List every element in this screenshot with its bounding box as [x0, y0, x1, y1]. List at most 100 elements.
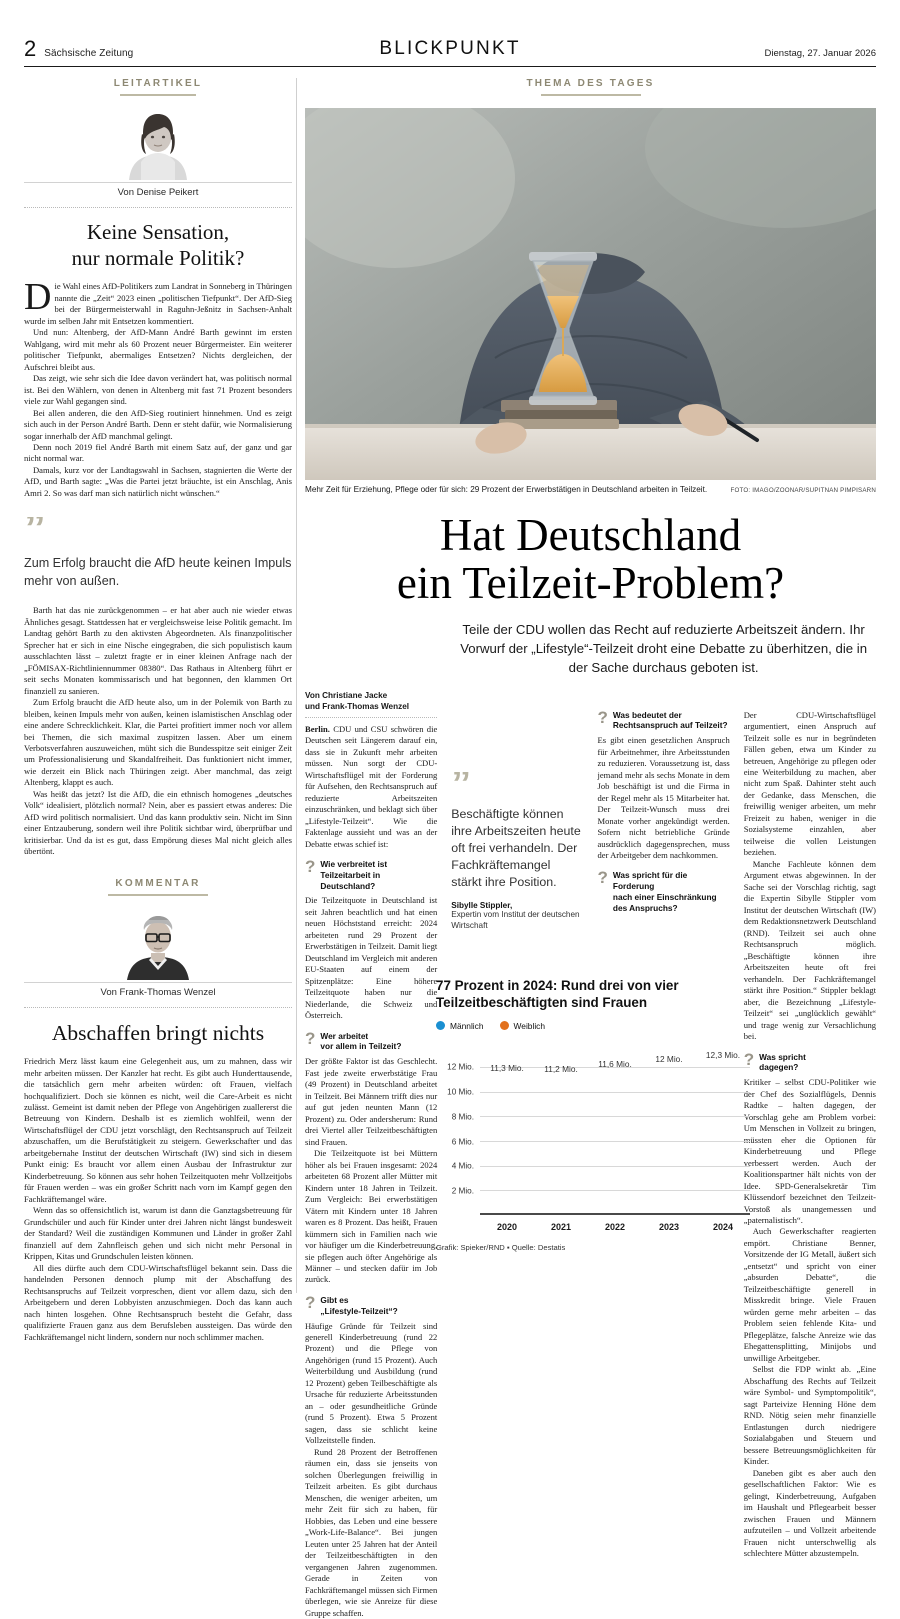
byline-line-1: Von Christiane Jacke [305, 690, 388, 700]
x-tick-label: 2021 [550, 1221, 572, 1232]
y-tick-label: 10 Mio. [447, 1087, 474, 1097]
byline-dots [305, 716, 438, 718]
leitartikel-pullquote: ” Zum Erfolg braucht die AfD heute keine… [24, 517, 292, 591]
paper-name: Sächsische Zeitung [44, 48, 134, 59]
paragraph: Der CDU-Wirtschaftsflügel argumentiert, … [743, 709, 876, 858]
qa-question-2: Wer arbeitet vor allem in Teilzeit? [320, 1030, 402, 1052]
qa-question-6: Was spricht dagegen? [759, 1051, 806, 1073]
paragraph: Daneben gibt es aber auch den gesellscha… [743, 1467, 876, 1559]
legend-label: Weiblich [513, 1020, 546, 1031]
qa-answer-1: Die Teilzeitquote in Deutschland ist sei… [305, 895, 437, 1021]
bar-group: 12 Mio. [652, 1054, 686, 1215]
question-mark-icon: ? [743, 1049, 755, 1069]
x-tick-label: 2023 [658, 1221, 680, 1232]
chart-teilzeit: 77 Prozent in 2024: Rund drei von vier T… [436, 977, 752, 1252]
qa-heading-1: ? Wie verbreitet ist Teilzeitarbeit in D… [305, 857, 437, 891]
article-intro: Berlin. CDU und CSU schwören die Deutsch… [305, 724, 437, 850]
gridline: 8 Mio. [452, 1112, 750, 1121]
chart-legend: Männlich Weiblich [436, 1021, 752, 1031]
paragraph: Rund 28 Prozent der Betroffenen räumen e… [305, 1446, 438, 1618]
leitartikel-body-after: Barth hat das nie zurückgenommen – er ha… [24, 605, 292, 858]
gridline: 12 Mio. [447, 1063, 750, 1072]
plot-area: 2 Mio. 4 Mio. 6 Mio. 8 Mio. 10 Mio. 12 Mio. 1… [447, 1050, 750, 1215]
byline-rule [24, 182, 292, 183]
pullquote-text: Zum Erfolg braucht die AfD heute keinen … [24, 556, 292, 589]
paragraph: Die Teilzeitquote ist bei Müttern höher … [305, 1148, 438, 1285]
pullquote-attr-name: Sibylle Stippler, [451, 901, 513, 911]
main-headline: Hat Deutschland ein Teilzeit-Problem? [305, 511, 876, 608]
x-tick-label: 2022 [604, 1221, 626, 1232]
kommentar-kicker: KOMMENTAR [115, 877, 201, 889]
article-column-4: Der CDU-Wirtschaftsflügel argumentiert, … [744, 690, 876, 1619]
qa-question-1: Wie verbreitet ist Teilzeitarbeit in Deu… [320, 859, 388, 891]
qa-heading-5: ? Was spricht für die Forderung nach ein… [597, 868, 730, 913]
dotted-rule [24, 207, 292, 208]
question-mark-icon: ? [597, 707, 608, 727]
question-mark-icon: ? [305, 857, 316, 877]
bar-group: 11,3 Mio. [490, 1055, 524, 1215]
paragraph: Der größte Faktor ist das Geschlecht. Fa… [305, 1056, 438, 1147]
paragraph: Die Teilzeitquote in Deutschland ist sei… [305, 895, 438, 1021]
kicker-rule [540, 94, 641, 96]
main-headline-line2: ein Teilzeit-Problem? [396, 557, 785, 608]
paragraph: Häufige Gründe für Teilzeit sind generel… [305, 1320, 438, 1446]
qa-heading-4: ? Was bedeutet der Rechtsanspruch auf Te… [597, 707, 730, 732]
y-tick-label: 8 Mio. [451, 1112, 474, 1122]
column-divider [296, 78, 297, 1293]
qa-question-4: Was bedeutet der Rechtsanspruch auf Teil… [612, 709, 728, 731]
intro-text: CDU und CSU schwören die Deutschen seit … [305, 723, 438, 849]
bar-series: 11,3 Mio. 11,2 Mio. 11,6 Mio. 12 Mio. 12,3 M… [480, 1050, 750, 1215]
kommentar-headline: Abschaffen bringt nichts [51, 1020, 265, 1045]
paragraph: Das zeigt, wie sehr sich die Idee davon … [24, 373, 292, 407]
kommentar-byline: Von Frank-Thomas Wenzel [100, 986, 216, 998]
chart-plot: 2 Mio. 4 Mio. 6 Mio. 8 Mio. 10 Mio. 12 Mio. 1… [436, 1041, 752, 1237]
leitartikel-headline-line2: nur normale Politik? [71, 245, 245, 270]
byline-rule [24, 981, 292, 983]
gridline: 4 Mio. [452, 1162, 750, 1171]
question-mark-icon: ? [597, 868, 608, 888]
paragraph: Auch Gewerkschafter reagierten empört. C… [743, 1226, 876, 1363]
avatar-denise-peikert [121, 106, 195, 180]
y-tick-label: 6 Mio. [451, 1137, 474, 1147]
paragraph: Friedrich Merz lässt kaum eine Gelegenhe… [24, 1056, 292, 1204]
paragraph: Berlin. CDU und CSU schwören die Deutsch… [305, 724, 437, 850]
page-number: 2 [24, 36, 37, 61]
gridline: 2 Mio. [452, 1187, 750, 1196]
article-column-3: ? Was bedeutet der Rechtsanspruch auf Te… [598, 690, 730, 1619]
paragraph: Bei allen anderen, die den AfD-Sieg rout… [24, 407, 292, 441]
leitartikel-body: Die Wahl eines AfD-Politikers zum Landra… [24, 276, 292, 499]
x-tick-label: 2020 [496, 1221, 518, 1232]
issue-date: Dienstag, 27. Januar 2026 [764, 48, 876, 59]
paragraph: Barth hat das nie zurückgenommen – er ha… [24, 605, 292, 696]
masthead: 2 Sächsische Zeitung BLICKPUNKT Dienstag… [24, 38, 876, 67]
kommentar-section: KOMMENTAR [24, 878, 292, 1343]
leitartikel-headline-line1: Keine Sensation, [86, 220, 230, 244]
bar-total-label: 11,6 Mio. [598, 1059, 632, 1070]
section-title: BLICKPUNKT [379, 38, 521, 59]
dotted-rule [24, 1006, 292, 1008]
gridline: 6 Mio. [452, 1137, 750, 1146]
article-column-1: Von Christiane Jacke und Frank-Thomas We… [305, 690, 438, 1619]
legend-label: Männlich [450, 1020, 484, 1031]
main-article: THEMA DES TAGES [305, 78, 876, 1619]
leitartikel-kicker: LEITARTIKEL [113, 78, 203, 89]
question-mark-icon: ? [305, 1292, 316, 1312]
bar-total-label: 12,3 Mio. [705, 1050, 741, 1061]
kommentar-body: Friedrich Merz lässt kaum eine Gelegenhe… [24, 1056, 292, 1343]
chart-source: Grafik: Spieker/RND ▪ Quelle: Destatis [436, 1242, 566, 1252]
qa-question-5: Was spricht für die Forderung nach einer… [612, 870, 717, 913]
lead-photo [305, 108, 876, 480]
leitartikel-headline: Keine Sensation, nur normale Politik? [24, 220, 292, 271]
bar-group: 11,2 Mio. [544, 1055, 578, 1215]
quote-mark-icon: ” [24, 517, 46, 546]
legend-item-maennlich: Männlich [436, 1021, 484, 1031]
qa-answer-5: Der CDU-Wirtschaftsflügel argumentiert, … [744, 710, 876, 1043]
author-portrait-wrap [24, 106, 292, 180]
pullquote-attr-role: Expertin vom Institut der deutschen Wirt… [451, 910, 580, 930]
article-byline: Von Christiane Jacke und Frank-Thomas We… [305, 690, 437, 712]
bar-total-label: 11,3 Mio. [490, 1062, 524, 1073]
y-tick-label: 4 Mio. [451, 1161, 474, 1171]
newspaper-page: 2 Sächsische Zeitung BLICKPUNKT Dienstag… [24, 38, 876, 1618]
thema-kicker: THEMA DES TAGES [526, 78, 655, 89]
paragraph: All dies dürfte auch dem CDU-Wirtschafts… [24, 1262, 292, 1342]
